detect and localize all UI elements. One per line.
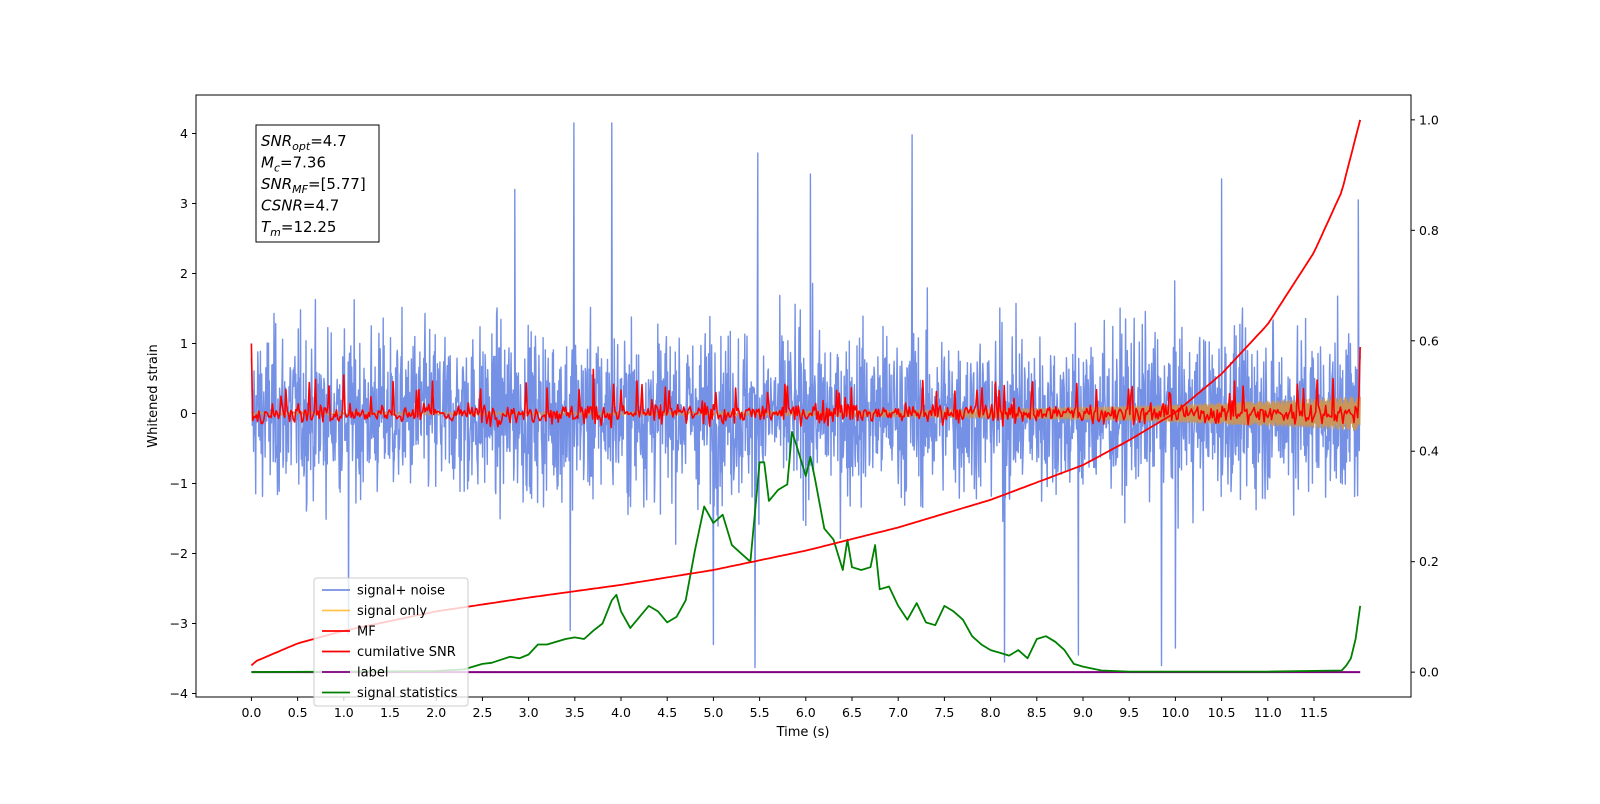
x-tick-label: 2.0 (426, 705, 446, 720)
stats-box-frame (255, 124, 380, 243)
stats-symbol: M (261, 154, 274, 172)
plot-frame (195, 94, 1412, 698)
x-tick-label: 0.0 (241, 705, 261, 720)
y2-tick-label: 0.0 (1419, 665, 1439, 680)
stats-value: =[5.77] (308, 175, 366, 193)
stats-line: SNRopt=4.7 (261, 132, 347, 153)
x-tick-label: 11.5 (1300, 705, 1328, 720)
x-tick-label: 9.5 (1119, 705, 1139, 720)
legend-label: label (357, 666, 388, 681)
x-tick-label: 3.5 (565, 705, 585, 720)
legend-frame (313, 577, 469, 707)
y2-tick-label: 1.0 (1419, 112, 1439, 127)
x-tick-label: 8.0 (981, 705, 1001, 720)
y-tick-label: 0 (180, 406, 188, 421)
y-tick-label: 2 (180, 266, 188, 281)
stats-subscript: opt (292, 140, 311, 153)
stats-symbol: CSNR (261, 197, 303, 215)
y-tick-label: 3 (180, 196, 188, 211)
x-tick-label: 0.5 (288, 705, 308, 720)
x-tick-label: 4.5 (657, 705, 677, 720)
x-tick-label: 11.0 (1254, 705, 1282, 720)
x-tick-label: 5.0 (703, 705, 723, 720)
x-tick-label: 10.5 (1208, 705, 1236, 720)
stats-symbol: T (261, 218, 272, 236)
x-tick-label: 6.5 (842, 705, 862, 720)
axes-layer: 0.0 0.5 1.0 1.5 2.0 2.5 3.0 3.5 4.0 4.5 5.0 5.5 6.0 6… (170, 112, 1439, 720)
y2-tick-label: 0.8 (1419, 223, 1439, 238)
stats-subscript: c (274, 162, 280, 175)
series-signal-noise (250, 122, 1361, 669)
stats-value: =4.7 (303, 197, 339, 215)
x-tick-label: 1.0 (334, 705, 354, 720)
stats-line: SNRMF=[5.77] (261, 175, 366, 196)
x-tick-label: 1.5 (380, 705, 400, 720)
legend-label: signal statistics (357, 686, 458, 701)
stats-symbol: SNR (261, 175, 292, 193)
stats-value: =4.7 (310, 132, 346, 150)
y-tick-label: 4 (180, 126, 188, 141)
legend-label: MF (357, 625, 376, 640)
stats-subscript: MF (292, 183, 308, 196)
y2-tick-label: 0.2 (1419, 554, 1439, 569)
x-tick-label: 7.5 (934, 705, 954, 720)
legend-label: cumilative SNR (357, 645, 456, 660)
x-tick-label: 5.5 (750, 705, 770, 720)
legend: signal+ noise signal only MF cumilative SNR… (313, 577, 469, 707)
series-signal-statistics (251, 431, 1362, 673)
x-tick-label: 6.0 (796, 705, 816, 720)
stats-line: Tm=12.25 (261, 218, 336, 239)
stats-line: CSNR=4.7 (261, 197, 339, 215)
y-tick-label: −4 (170, 686, 188, 701)
x-tick-label: 3.0 (519, 705, 539, 720)
legend-label: signal+ noise (357, 584, 445, 599)
y-tick-label: −2 (170, 546, 188, 561)
x-tick-label: 9.0 (1073, 705, 1093, 720)
x-axis-title: Time (s) (776, 725, 830, 740)
x-tick-label: 10.0 (1161, 705, 1189, 720)
y-tick-label: 1 (180, 336, 188, 351)
y2-tick-label: 0.4 (1419, 444, 1439, 459)
y2-tick-label: 0.6 (1419, 333, 1439, 348)
y-tick-label: −3 (170, 616, 188, 631)
x-tick-label: 2.5 (472, 705, 492, 720)
stats-symbol: SNR (261, 132, 292, 150)
y-axis-title: Whitened strain (146, 344, 161, 447)
stats-line: Mc=7.36 (261, 154, 326, 175)
stats-subscript: m (270, 226, 281, 239)
y-tick-label: −1 (170, 476, 188, 491)
x-tick-label: 7.0 (888, 705, 908, 720)
x-tick-label: 4.0 (611, 705, 631, 720)
stats-value: =12.25 (281, 218, 337, 236)
x-tick-label: 8.5 (1027, 705, 1047, 720)
legend-label: signal only (357, 604, 427, 619)
stats-value: =7.36 (280, 154, 326, 172)
stats-annotation-box: SNRopt=4.7Mc=7.36SNRMF=[5.77]CSNR=4.7Tm=… (255, 124, 380, 243)
